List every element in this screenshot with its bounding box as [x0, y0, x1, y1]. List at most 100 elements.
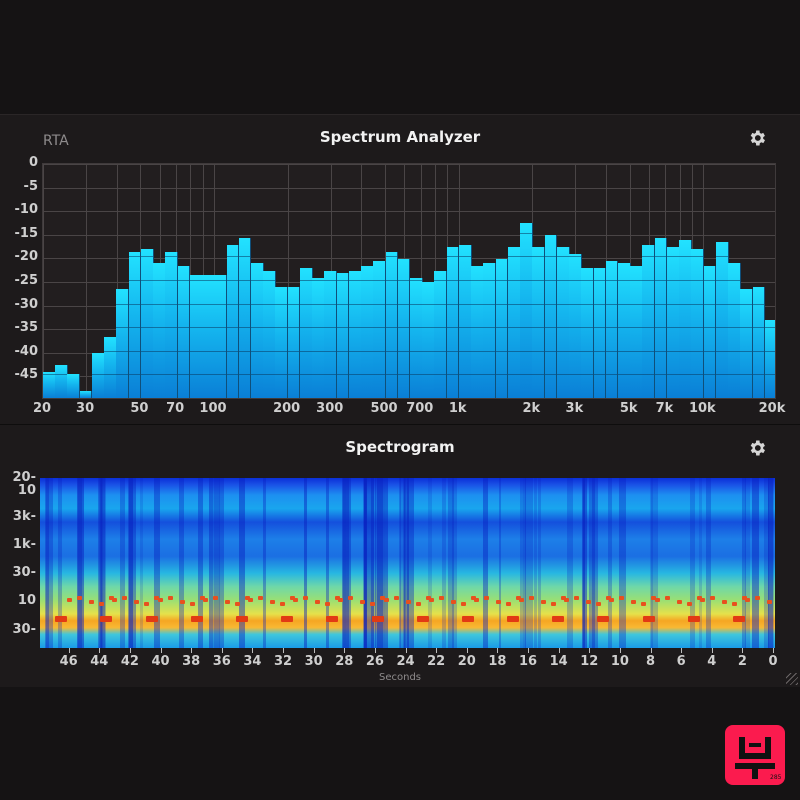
spectrogram-x-tick-label: 26: [365, 654, 384, 669]
spectrogram-y-tick-label: 10: [17, 593, 36, 608]
spectrum-bar: [263, 270, 276, 398]
seconds-axis-title: Seconds: [378, 672, 422, 683]
spectrogram-x-tick-label: 8: [645, 654, 656, 669]
spectrum-bar: [91, 353, 105, 398]
h-gridline: [43, 211, 775, 213]
spectrogram-x-tick-label: 40: [151, 654, 170, 669]
v-gridline: [116, 164, 118, 398]
spectrum-bar: [569, 254, 582, 398]
spectrum-bar: [373, 261, 387, 398]
spectrum-bar: [336, 272, 350, 398]
spectrogram-x-tick-label: 28: [335, 654, 354, 669]
spectrogram-y-tick-label: 3k-: [12, 509, 36, 524]
x-tick-label: 100: [199, 401, 227, 416]
spectrogram-heatmap: [40, 478, 775, 648]
brand-logo: 285: [725, 725, 785, 785]
spectrogram-x-tick-label: 42: [120, 654, 139, 669]
spectrum-bar: [128, 251, 142, 398]
y-tick-label: -15: [14, 225, 39, 241]
rta-plot-area: [42, 163, 776, 399]
v-gridline: [86, 164, 88, 398]
h-gridline: [43, 234, 775, 236]
v-gridline: [287, 164, 289, 398]
spectrum-bar: [116, 289, 130, 398]
spectrogram-x-tick-label: 6: [676, 654, 686, 669]
spectrum-bar: [385, 251, 399, 398]
spectrum-bar: [642, 244, 656, 398]
spectrogram-x-tick-label: 44: [90, 654, 109, 669]
spectrogram-title: Spectrogram: [345, 438, 455, 456]
spectrogram-x-tick-label: 18: [488, 654, 507, 669]
spectrum-bar: [312, 277, 325, 398]
spectrum-bar: [104, 336, 117, 398]
spectrum-bar: [703, 265, 717, 398]
spectrum-bar: [544, 235, 558, 398]
resize-grip[interactable]: [786, 673, 798, 685]
spectrum-bar: [532, 246, 546, 398]
spectrum-bar: [471, 265, 484, 398]
spectrum-bar: [630, 265, 643, 398]
spectrum-bar: [691, 249, 705, 398]
spectrogram-panel: Spectrogram 20- 10 3k- 1k- 30- 10 30- 46 44 42 40…: [0, 424, 800, 687]
spectrogram-x-tick-label: 20: [457, 654, 476, 669]
spectrum-bar: [202, 275, 215, 398]
spectrum-bar: [140, 249, 154, 398]
spectrum-bar: [666, 246, 680, 398]
spectrum-bar: [299, 268, 313, 398]
spectrum-bar: [617, 263, 631, 398]
spectrogram-x-tick-label: 16: [518, 654, 538, 669]
spectrogram-x-tick-label: 36: [212, 654, 231, 669]
spectrogram-y-tick-label: 20-: [12, 470, 37, 485]
spectrum-bar: [740, 289, 754, 398]
gear-icon[interactable]: [747, 438, 767, 458]
x-tick-label: 7k: [655, 401, 674, 416]
spectrum-bar: [654, 237, 668, 398]
spectrogram-x-tick-label: 24: [396, 654, 415, 669]
x-tick-label: 700: [406, 401, 434, 416]
spectrogram-x-tick-label: 34: [243, 654, 262, 669]
spectrum-bar: [361, 265, 374, 398]
y-tick-label: -45: [14, 367, 39, 383]
x-tick-label: 5k: [619, 401, 638, 416]
spectrogram-x-tick-label: 30: [304, 654, 323, 669]
x-tick-label: 30: [76, 401, 95, 416]
spectrum-bar: [214, 275, 227, 398]
spectrum-bar: [397, 258, 411, 398]
spectrum-bar: [458, 244, 472, 398]
spectrum-bar: [79, 390, 93, 398]
x-tick-label: 3k: [565, 401, 584, 416]
spectrum-bar: [581, 268, 594, 398]
spectrogram-y-tick-label: 30-: [12, 622, 37, 637]
spectrogram-x-tick-label: 12: [580, 654, 599, 669]
spectrogram-y-tick-label: 1k-: [12, 537, 36, 552]
spectrum-bar: [177, 265, 191, 398]
spectrogram-x-tick-label: 4: [707, 654, 717, 669]
spectrum-bar: [189, 275, 203, 398]
gear-icon[interactable]: [747, 128, 767, 148]
spectrogram-x-tick-label: 46: [59, 654, 78, 669]
x-tick-label: 300: [316, 401, 344, 416]
spectrum-bar: [483, 263, 497, 398]
x-tick-label: 20k: [758, 401, 786, 416]
spectrogram-x-tick-label: 2: [737, 654, 747, 669]
rta-mode-label: RTA: [43, 133, 69, 149]
spectrum-bar: [605, 261, 619, 398]
spectrogram-x-tick-label: 22: [427, 654, 446, 669]
x-tick-label: 50: [130, 401, 149, 416]
y-tick-label: -20: [14, 249, 39, 265]
spectrum-bar: [226, 244, 240, 398]
spectrum-bar: [410, 277, 423, 398]
h-gridline: [43, 164, 775, 165]
spectrum-bar: [715, 242, 729, 398]
x-tick-label: 20: [32, 401, 52, 416]
spectrum-bar: [495, 258, 509, 398]
x-tick-label: 200: [273, 401, 301, 416]
y-tick-label: -30: [14, 296, 39, 312]
spectrum-bar: [446, 246, 460, 398]
spectrum-analyzer-title: Spectrum Analyzer: [319, 128, 481, 146]
spectrogram-y-tick-label: 10: [17, 483, 36, 498]
spectrum-bar: [287, 287, 301, 398]
spectrum-bar: [728, 263, 741, 398]
v-gridline: [43, 164, 44, 398]
x-tick-label: 10k: [688, 401, 716, 416]
